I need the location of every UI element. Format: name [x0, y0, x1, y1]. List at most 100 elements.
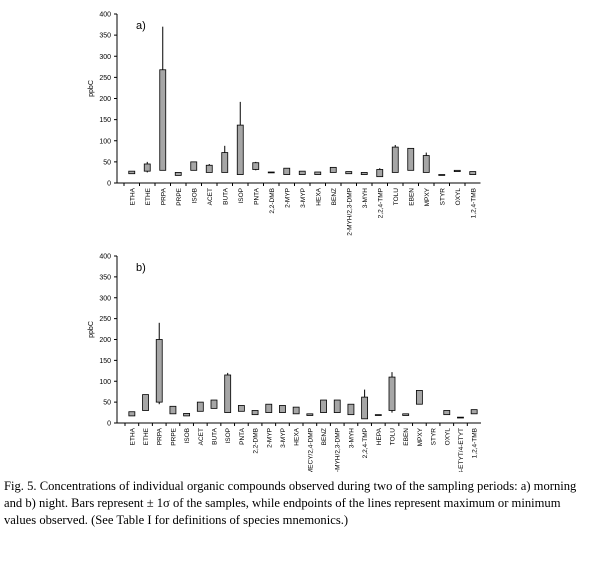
- box: [128, 411, 136, 417]
- box: [210, 399, 218, 409]
- x-tick-label: STYR: [431, 428, 438, 446]
- y-tick-label: 300: [99, 54, 111, 61]
- x-tick-label: 1,2,4-TMB: [472, 428, 479, 458]
- box: [236, 124, 244, 175]
- box: [361, 396, 369, 420]
- y-tick-label: 100: [99, 138, 111, 145]
- y-tick-label: 350: [99, 274, 111, 281]
- x-tick-label: PNTA: [239, 427, 246, 445]
- x-tick-label: BUTA: [222, 187, 229, 205]
- box: [320, 399, 327, 413]
- y-tick-label: 200: [99, 337, 111, 344]
- x-tick-label: 3-ETYT/4-ETYT: [458, 428, 465, 472]
- panel-label: b): [136, 262, 146, 274]
- x-tick-label: BENZ: [321, 428, 328, 445]
- y-tick-label: 50: [103, 159, 111, 166]
- x-tick-label: HEXA: [294, 427, 301, 445]
- x-tick-label: MECY/2,4-DMP: [307, 428, 314, 472]
- box: [347, 403, 355, 416]
- x-tick-label: ETHE: [145, 187, 152, 205]
- box: [306, 413, 314, 416]
- x-tick-label: PRPA: [160, 187, 167, 205]
- box: [142, 394, 149, 411]
- box: [298, 170, 306, 175]
- y-tick-label: 50: [103, 400, 111, 407]
- box: [205, 164, 213, 173]
- box: [252, 162, 260, 170]
- box: [155, 339, 163, 403]
- x-tick-label: ISOB: [184, 428, 191, 444]
- y-tick-label: 250: [99, 75, 111, 82]
- x-tick-label: 3-MYP: [300, 188, 307, 208]
- box: [457, 416, 464, 419]
- box: [402, 413, 410, 416]
- y-tick-label: 400: [99, 12, 111, 19]
- x-tick-label: HEXA: [315, 187, 322, 205]
- x-tick-label: TOLU: [390, 428, 397, 446]
- x-tick-label: BUTA: [212, 427, 219, 445]
- x-tick-label: ETHA: [129, 427, 136, 445]
- y-tick-label: 250: [99, 316, 111, 323]
- y-tick-label: 150: [99, 117, 111, 124]
- x-tick-label: 3-MYH: [362, 188, 369, 209]
- x-tick-label: ISOB: [191, 188, 198, 204]
- x-tick-label: 2-MYH/2,3-DMP: [335, 428, 342, 472]
- x-tick-label: ETHA: [129, 187, 136, 205]
- box: [183, 412, 191, 417]
- x-tick-label: 1,2,4-TMB: [470, 188, 477, 218]
- x-tick-label: ACET: [207, 188, 214, 205]
- box: [407, 147, 415, 171]
- box: [443, 410, 451, 416]
- box: [469, 171, 477, 175]
- x-tick-label: PRPE: [170, 427, 177, 445]
- x-tick-label: 2,2,4-TMP: [362, 428, 369, 458]
- x-tick-label: OXYL: [455, 188, 462, 206]
- y-tick-label: 350: [99, 33, 111, 40]
- box: [345, 171, 353, 175]
- y-tick-label: 0: [107, 181, 111, 188]
- x-tick-label: 2-MYH/2,3-DMP: [346, 188, 353, 236]
- x-tick-label: TOLU: [393, 188, 400, 206]
- x-tick-label: 3-MYH: [348, 428, 355, 449]
- y-tick-label: 0: [107, 421, 111, 428]
- box: [415, 390, 423, 405]
- x-tick-label: ISOP: [238, 188, 245, 204]
- x-tick-label: EBEN: [403, 428, 410, 446]
- x-tick-label: STYR: [439, 188, 446, 206]
- box: [128, 170, 136, 175]
- box: [190, 161, 198, 171]
- y-tick-label: 300: [99, 295, 111, 302]
- box: [221, 152, 229, 173]
- x-tick-label: BENZ: [331, 188, 338, 205]
- box: [453, 169, 461, 172]
- y-tick-label: 400: [99, 254, 111, 261]
- y-tick-label: 150: [99, 358, 111, 365]
- x-tick-label: PRPE: [176, 187, 183, 205]
- x-tick-label: 3-MYP: [280, 428, 287, 448]
- y-tick-label: 200: [99, 96, 111, 103]
- x-tick-label: HEPA: [376, 427, 383, 445]
- box: [251, 410, 259, 416]
- box: [470, 409, 478, 415]
- box: [159, 69, 167, 171]
- x-tick-label: PNTA: [253, 187, 260, 205]
- box: [329, 166, 337, 173]
- x-tick-label: ETHE: [143, 427, 150, 445]
- x-tick-label: 2,2-DMB: [253, 428, 260, 454]
- box: [279, 405, 286, 413]
- box: [169, 405, 177, 415]
- x-tick-label: 2-MYP: [284, 188, 291, 208]
- box: [376, 169, 384, 178]
- x-tick-label: 2,2-DMB: [269, 188, 276, 214]
- x-tick-label: ISOP: [225, 428, 232, 444]
- box: [374, 414, 382, 416]
- y-tick-label: 100: [99, 379, 111, 386]
- box: [196, 401, 204, 412]
- box: [265, 403, 273, 413]
- box: [283, 167, 291, 175]
- box: [224, 374, 232, 413]
- box: [314, 171, 322, 175]
- x-tick-label: MPXY: [417, 427, 424, 446]
- box: [391, 146, 399, 173]
